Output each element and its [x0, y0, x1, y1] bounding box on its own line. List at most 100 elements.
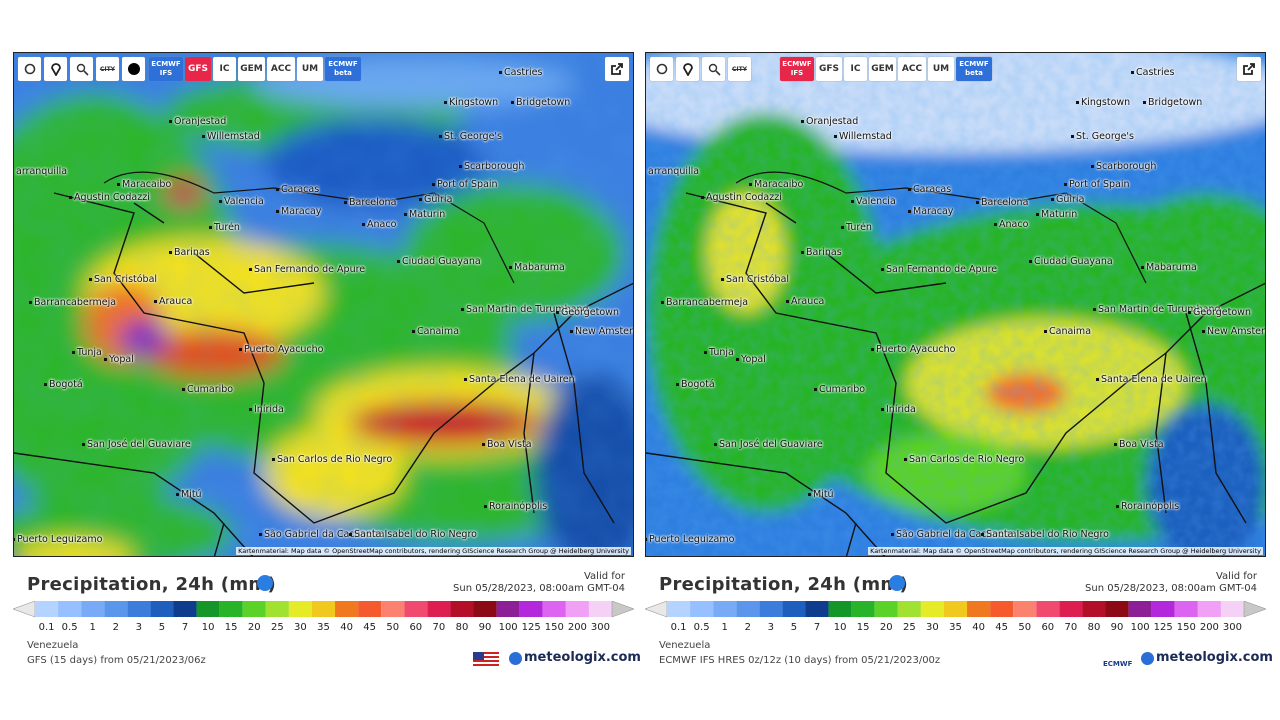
city-label: Maturin [404, 209, 445, 220]
tool-button[interactable] [702, 57, 725, 81]
scale-tick-label: 200 [1199, 622, 1219, 633]
scale-swatch [1151, 601, 1175, 617]
city-label: Rorainópolis [484, 501, 547, 512]
scale-tick-label: 30 [294, 622, 307, 633]
scale-swatch [58, 601, 82, 617]
city-label: Inírida [881, 404, 916, 415]
scale-tick-label: 50 [386, 622, 400, 633]
city-label: Port of Spain [1064, 179, 1130, 190]
model-button[interactable]: IC [844, 57, 867, 81]
tool-button[interactable]: CITY [728, 57, 751, 81]
model-button[interactable]: ECMWF beta [956, 57, 992, 81]
city-label: Caracas [276, 184, 319, 195]
model-button[interactable]: ECMWF beta [325, 57, 361, 81]
city-label: Turén [209, 222, 240, 233]
model-button[interactable]: ACC [267, 57, 295, 81]
tool-button[interactable] [70, 57, 93, 81]
scale-swatch [1059, 601, 1083, 617]
city-label: San Carlos de Rio Negro [904, 454, 1024, 465]
model-button[interactable]: ACC [898, 57, 926, 81]
model-button[interactable]: GEM [869, 57, 896, 81]
run-label: GFS (15 days) from 05/21/2023/06z [27, 655, 206, 666]
city-label: New Amsterdam [1202, 326, 1265, 337]
tool-button[interactable] [650, 57, 673, 81]
us-flag [473, 652, 499, 666]
scale-tick-label: 2 [744, 622, 751, 633]
city-label: San Carlos de Rio Negro [272, 454, 392, 465]
model-button[interactable]: GEM [238, 57, 265, 81]
city-label: San José del Guaviare [714, 439, 823, 450]
scale-swatch [805, 601, 829, 617]
city-label: Santa Elena de Uairen [464, 374, 575, 385]
scale-swatch [404, 601, 428, 617]
city-label: Maturin [1036, 209, 1077, 220]
city-label: Puerto Ayacucho [239, 344, 324, 355]
scale-swatch [1174, 601, 1198, 617]
scale-tick-label: 80 [455, 622, 469, 633]
scale-tick-label: 150 [1176, 622, 1196, 633]
scale-tick-label: 100 [1130, 622, 1150, 633]
scale-tick-label: 50 [1018, 622, 1032, 633]
scale-swatch [542, 601, 566, 617]
model-button[interactable]: ECMWF IFS [780, 57, 814, 81]
city-label: Yopal [736, 354, 766, 365]
scale-swatch [690, 601, 714, 617]
share-button[interactable] [1237, 57, 1261, 81]
city-label: Georgetown [1188, 307, 1251, 318]
model-button[interactable]: ECMWF IFS [149, 57, 183, 81]
model-button[interactable]: GFS [816, 57, 842, 81]
model-button[interactable]: GFS [185, 57, 211, 81]
city-label: Turén [841, 222, 872, 233]
city-label: Ciudad Guayana [397, 256, 481, 267]
city-label: Maracaibo [749, 179, 803, 190]
city-label: Tunja [704, 347, 734, 358]
model-button[interactable]: IC [213, 57, 236, 81]
tool-button[interactable] [676, 57, 699, 81]
scale-swatch [450, 601, 474, 617]
run-label: ECMWF IFS HRES 0z/12z (10 days) from 05/… [659, 655, 941, 666]
scale-swatch [311, 601, 336, 617]
scale-swatch [565, 601, 589, 617]
city-label: Willemstad [834, 131, 892, 142]
scale-tick-label: 0.5 [61, 622, 78, 633]
share-button[interactable] [605, 57, 629, 81]
city-label: St. George's [439, 131, 502, 142]
city-label: Güiria [419, 194, 452, 205]
city-label: Oranjestad [801, 116, 858, 127]
info-icon[interactable] [889, 575, 905, 591]
scale-swatch [1082, 601, 1106, 617]
scale-tick-label: 40 [340, 622, 353, 633]
scale-swatch [427, 601, 451, 617]
city-label: San Fernando de Apure [881, 264, 997, 275]
scale-tick-label: 1 [89, 622, 96, 633]
city-label: San Cristóbal [89, 274, 157, 285]
info-icon[interactable] [257, 575, 273, 591]
city-label: Güiria [1051, 194, 1084, 205]
map: Castries Kingstown Bridgetown St. George's O… [645, 52, 1266, 557]
tool-button[interactable] [122, 57, 145, 81]
city-label: São Gabriel da Cachoeira [259, 529, 385, 540]
tool-button[interactable] [18, 57, 41, 81]
scale-swatch [851, 601, 875, 617]
city-label: Castries [499, 67, 542, 78]
city-label: Scarborough [1091, 161, 1156, 172]
brand-icon [1141, 652, 1154, 665]
scale-tick-label: 45 [363, 622, 377, 633]
legend-title: Precipitation, 24h (mm) [659, 574, 908, 595]
scale-swatch [759, 601, 783, 617]
tool-button[interactable]: CITY [96, 57, 119, 81]
scale-swatch [782, 601, 806, 617]
brand: meteologix.com [1156, 650, 1273, 665]
city-label: Santa Isabel do Rio Negro [349, 529, 477, 540]
attribution: Kartenmaterial: Map data © OpenStreetMap… [868, 547, 1263, 555]
scale-swatch [990, 601, 1014, 617]
model-button[interactable]: UM [297, 57, 323, 81]
tool-button[interactable] [44, 57, 67, 81]
city-label: Barcelona [344, 197, 396, 208]
city-label: Barinas [169, 247, 210, 258]
city-label: Castries [1131, 67, 1174, 78]
brand-icon [509, 652, 522, 665]
city-label: Anaco [994, 219, 1028, 230]
city-label: Puerto Ayacucho [871, 344, 956, 355]
model-button[interactable]: UM [928, 57, 954, 81]
